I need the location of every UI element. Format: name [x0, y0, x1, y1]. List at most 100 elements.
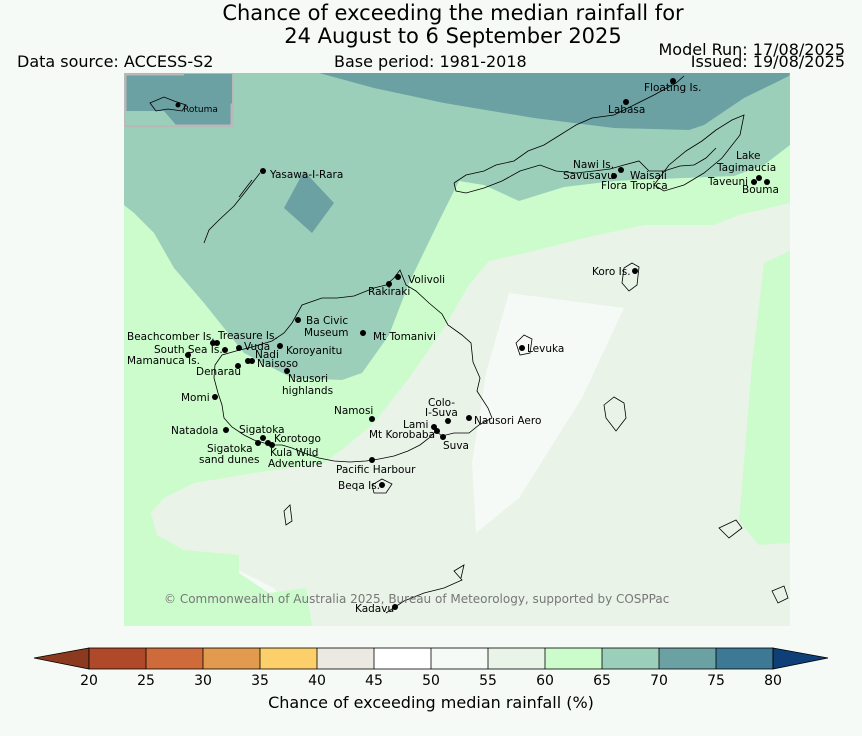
rotuma-inset: Rotuma [124, 73, 234, 128]
label-namosi: Namosi [334, 405, 373, 417]
place-markers: Floating Is. Labasa Nawi Is. Savusavu Wa… [127, 78, 779, 615]
marker-koro [632, 268, 638, 274]
rotuma-label: Rotuma [183, 105, 218, 115]
marker-lake-tagimaucia [756, 175, 762, 181]
colorbar-segment-45-50 [374, 648, 431, 669]
model-run-text: Model Run: 17/08/2025 [658, 40, 846, 59]
label-beqa: Beqa Is. [338, 480, 380, 492]
marker-natadola [223, 427, 229, 433]
label-momi: Momi [181, 392, 210, 404]
marker-denarau [235, 363, 241, 369]
marker-namosi [369, 416, 375, 422]
label-nausori-2: highlands [282, 385, 333, 397]
tick-70: 70 [650, 673, 668, 689]
marker-nausori-highlands [284, 368, 290, 374]
forecast-map: Rotuma Floating Is. Labasa Nawi Is. Savu… [124, 73, 790, 626]
label-koro: Koro Is. [592, 266, 631, 278]
label-koroyanitu: Koroyanitu [286, 345, 342, 357]
label-savusavu: Savusavu [563, 170, 614, 182]
colorbar-segment-70-75 [659, 648, 716, 669]
marker-sigatoka [260, 435, 266, 441]
label-mt-korobaba: Mt Korobaba [369, 429, 435, 441]
label-natadola: Natadola [171, 425, 218, 437]
copyright-notice: © Commonwealth of Australia 2025, Bureau… [164, 592, 670, 606]
marker-floating-is [670, 78, 676, 84]
issued-date-text: Issued: 19/08/2025 [690, 52, 845, 71]
tick-60: 60 [536, 673, 554, 689]
marker-momi [212, 394, 218, 400]
marker-mt-korobaba [434, 428, 440, 434]
label-museum: Museum [304, 327, 349, 339]
vanua-levu-coast [453, 75, 717, 194]
taveuni-coast [653, 114, 745, 192]
label-suva: Suva [443, 440, 469, 452]
label-vuda: Vuda [244, 341, 270, 353]
rotuma-isle [771, 585, 789, 604]
marker-kula [269, 442, 275, 448]
label-nawi-is: Nawi Is. [573, 159, 614, 171]
beqa-coast [371, 478, 393, 494]
zone-50-55-east [472, 293, 624, 533]
marker-sigatoka-dunes [255, 440, 261, 446]
zone-70-75-north [319, 73, 790, 130]
marker-kadavu [392, 604, 398, 610]
label-kula-1: Kula Wild [270, 447, 318, 459]
marker-suva [440, 434, 446, 440]
marker-beqa [379, 482, 385, 488]
marker-naisoso [249, 358, 255, 364]
tick-25: 25 [137, 673, 155, 689]
marker-taveuni [751, 179, 757, 185]
label-nausori-1: Nausori [288, 373, 328, 385]
kadavu-coast [385, 564, 465, 614]
label-korotogo: Korotogo [274, 433, 321, 445]
marker-treasure [214, 340, 220, 346]
marker-yasawa [260, 168, 266, 174]
tick-80: 80 [764, 673, 782, 689]
colorbar: 20 25 30 35 40 45 50 55 60 65 70 75 80 [33, 647, 829, 689]
label-yasawa: Yasawa-I-Rara [269, 169, 343, 181]
colorbar-title: Chance of exceeding median rainfall (%) [268, 693, 594, 712]
label-labasa: Labasa [608, 104, 645, 116]
label-pacific-harbour: Pacific Harbour [336, 464, 416, 476]
viti-levu-coast [213, 269, 493, 463]
tick-65: 65 [593, 673, 611, 689]
label-lami: Lami [403, 419, 428, 431]
marker-mt-tomanivi [360, 330, 366, 336]
gau-coast [603, 396, 627, 432]
marker-mamanuca [185, 352, 191, 358]
marker-bouma [764, 179, 770, 185]
colorbar-segment-20-25 [89, 648, 146, 669]
label-levuka: Levuka [527, 343, 564, 355]
marker-south-sea [222, 347, 228, 353]
colorbar-segment-40-45 [317, 648, 374, 669]
colorbar-segment-55-60 [488, 648, 545, 669]
zone-70-75-diamond [284, 171, 334, 233]
colorbar-high-extension [772, 647, 829, 670]
label-south-sea: South Sea Is. [154, 344, 223, 356]
marker-nawi-is [618, 167, 624, 173]
label-treasure: Treasure Is. [217, 330, 278, 342]
tick-50: 50 [422, 673, 440, 689]
marker-volivoli [395, 274, 401, 280]
colorbar-segment-25-30 [146, 648, 203, 669]
tick-40: 40 [308, 673, 326, 689]
moala-coast [718, 519, 743, 539]
label-volivoli: Volivoli [408, 274, 445, 286]
label-mamanuca: Mamanuca Is. [127, 355, 200, 367]
map-canvas: Rotuma Floating Is. Labasa Nawi Is. Savu… [124, 73, 790, 626]
colorbar-segment-50-55 [431, 648, 488, 669]
label-floating-is: Floating Is. [644, 82, 701, 94]
tick-55: 55 [479, 673, 497, 689]
colorbar-segment-75-80 [716, 648, 773, 669]
tick-75: 75 [707, 673, 725, 689]
marker-ba-civic-museum [295, 317, 301, 323]
label-mt-tomanivi: Mt Tomanivi [373, 331, 436, 343]
label-bouma: Bouma [742, 184, 779, 196]
label-ba-civic: Ba Civic [306, 315, 348, 327]
data-source-text: Data source: ACCESS-S2 [17, 52, 214, 71]
marker-rakiraki [386, 281, 392, 287]
marker-colo-i-suva [445, 418, 451, 424]
marker-levuka [519, 345, 525, 351]
label-sigatoka-dunes-2: sand dunes [199, 454, 259, 466]
map-title-line2: 24 August to 6 September 2025 [284, 24, 622, 48]
